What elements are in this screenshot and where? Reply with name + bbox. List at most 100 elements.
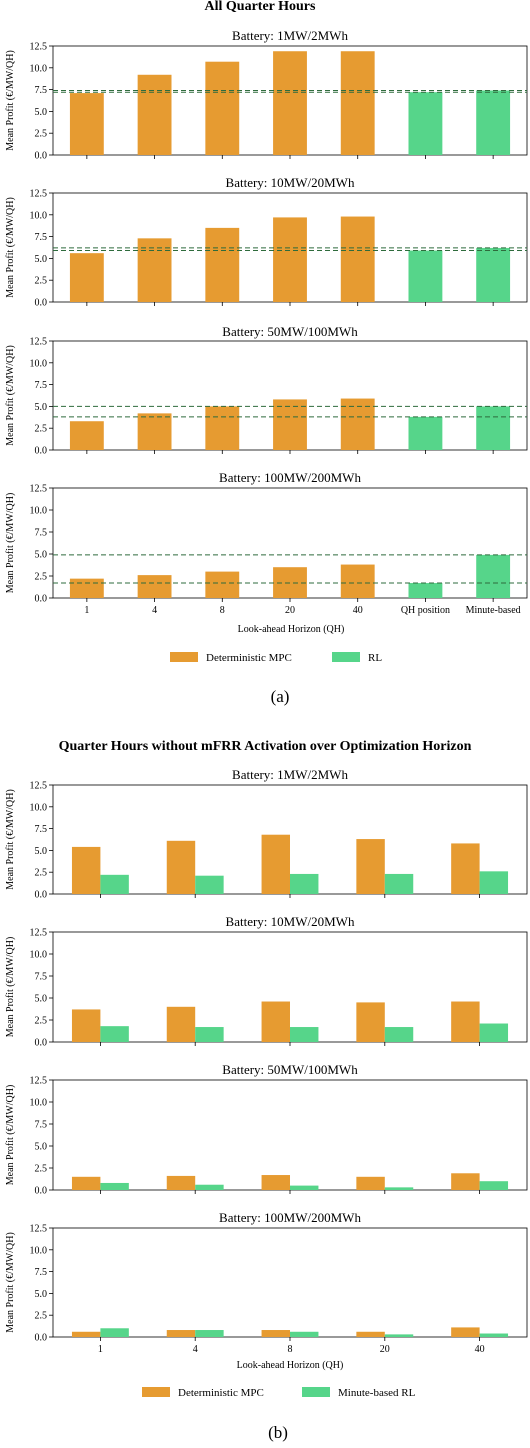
figure-b-panel-1-title: Battery: 1MW/2MWh — [232, 767, 348, 782]
x-tick-label: 20 — [285, 605, 295, 616]
bar-mpc-8 — [261, 1175, 290, 1190]
legend-a-rl-swatch — [332, 652, 360, 662]
y-tick-label: 0.0 — [35, 151, 48, 162]
y-tick-label: 2.5 — [35, 1164, 48, 1175]
bar-mpc-4 — [137, 238, 172, 302]
x-tick-label: 8 — [220, 605, 225, 616]
bar-mpc-40 — [451, 843, 480, 894]
y-tick-label: 0.0 — [35, 890, 48, 901]
bar-mpc-8 — [205, 406, 240, 450]
y-tick-label: 0.0 — [35, 298, 48, 309]
bar-mpc-40 — [340, 216, 375, 302]
legend-b-mpc-label: Deterministic MPC — [178, 1387, 264, 1399]
figure-a-xlabel: Look-ahead Horizon (QH) — [238, 624, 345, 635]
figure-a-title: All Quarter Hours — [205, 0, 317, 14]
y-tick-label: 2.5 — [35, 1311, 48, 1322]
y-tick-label: 2.5 — [35, 1016, 48, 1027]
bar-mpc-40 — [340, 564, 375, 598]
bar-mpc-40 — [451, 1001, 480, 1042]
y-axis-label: Mean Profit (€/MW/QH) — [5, 50, 16, 151]
y-tick-label: 0.0 — [35, 594, 48, 605]
x-tick-label: 8 — [288, 1344, 293, 1355]
x-tick-label: QH position — [401, 605, 450, 616]
y-tick-label: 5.0 — [35, 1289, 48, 1300]
figure-b-panel-3: Battery: 50MW/100MWh 0.0 2.5 5.0 7.5 10.0 12.5… — [5, 1062, 528, 1197]
legend-a-mpc-swatch — [170, 652, 198, 662]
y-tick-label: 12.5 — [30, 337, 48, 348]
figure-a-panel-3-title: Battery: 50MW/100MWh — [222, 324, 358, 339]
bar-mpc-8 — [205, 61, 240, 155]
legend-a-mpc-label: Deterministic MPC — [206, 652, 292, 664]
figure-a-caption: (a) — [271, 687, 290, 706]
bar-mpc-40 — [340, 51, 375, 156]
bar-rl-qh-position — [408, 416, 443, 450]
y-axis-label: Mean Profit (€/MW/QH) — [5, 493, 16, 594]
legend-b-mpc-swatch — [142, 1387, 170, 1397]
bar-rl-qh-position — [408, 250, 443, 302]
y-tick-label: 10.0 — [30, 63, 48, 74]
y-tick-label: 7.5 — [35, 972, 48, 983]
y-tick-label: 0.0 — [35, 1333, 48, 1344]
legend-b-rl-swatch — [302, 1387, 330, 1397]
y-tick-label: 5.0 — [35, 402, 48, 413]
figure-a-panel-2-title: Battery: 10MW/20MWh — [226, 175, 355, 190]
figure-a-legend: Deterministic MPC RL — [170, 652, 382, 664]
bar-mpc-4 — [166, 1330, 196, 1337]
bar-rl-minute-based — [476, 554, 511, 598]
y-tick-label: 12.5 — [30, 484, 48, 495]
bar-mpc-1 — [71, 1009, 101, 1042]
y-axis-label: Mean Profit (€/MW/QH) — [5, 789, 16, 890]
x-tick-label: 1 — [84, 605, 89, 616]
y-tick-label: 7.5 — [35, 85, 48, 96]
bar-mpc-8 — [205, 227, 240, 302]
figure-a-panel-1-title: Battery: 1MW/2MWh — [232, 28, 348, 43]
y-tick-label: 5.0 — [35, 107, 48, 118]
y-axis-label: Mean Profit (€/MW/QH) — [5, 937, 16, 1038]
x-tick-label: 4 — [193, 1344, 198, 1355]
bar-mpc-20 — [356, 839, 385, 894]
y-tick-label: 12.5 — [30, 189, 48, 200]
bar-rl-8 — [290, 873, 319, 894]
figure-a-panel-4-title: Battery: 100MW/200MWh — [219, 470, 361, 485]
bar-rl-1 — [100, 1328, 129, 1337]
bar-mpc-4 — [137, 575, 172, 598]
figure-a-panel-2: Battery: 10MW/20MWh 0.0 2.5 5.0 7.5 10.0 12.5 M… — [5, 175, 528, 309]
bar-rl-qh-position — [408, 583, 443, 598]
figure-b-legend: Deterministic MPC Minute-based RL — [142, 1387, 416, 1399]
x-tick-label: 40 — [353, 605, 363, 616]
y-tick-label: 12.5 — [30, 42, 48, 53]
y-tick-label: 2.5 — [35, 276, 48, 287]
bar-mpc-1 — [69, 578, 104, 598]
bar-mpc-20 — [273, 399, 307, 450]
x-tick-label: 40 — [475, 1344, 485, 1355]
y-tick-label: 10.0 — [30, 950, 48, 961]
x-tick-label: Minute-based — [466, 605, 521, 616]
bar-rl-minute-based — [476, 90, 511, 155]
y-tick-label: 2.5 — [35, 868, 48, 879]
bar-mpc-20 — [356, 1176, 385, 1190]
bar-mpc-8 — [261, 1001, 290, 1042]
y-tick-label: 7.5 — [35, 824, 48, 835]
bar-rl-1 — [100, 874, 129, 894]
y-axis-label: Mean Profit (€/MW/QH) — [5, 345, 16, 446]
bar-mpc-4 — [166, 1175, 196, 1190]
bar-rl-8 — [290, 1185, 319, 1190]
bar-rl-minute-based — [476, 406, 511, 450]
y-tick-label: 12.5 — [30, 781, 48, 792]
figure-b-xlabel: Look-ahead Horizon (QH) — [237, 1360, 344, 1371]
bar-mpc-40 — [340, 398, 375, 450]
figure-b-panel-2-title: Battery: 10MW/20MWh — [226, 914, 355, 929]
bar-rl-qh-position — [408, 92, 443, 155]
bar-mpc-40 — [451, 1173, 480, 1190]
y-tick-label: 5.0 — [35, 1142, 48, 1153]
bar-rl-4 — [195, 1330, 224, 1337]
bar-mpc-1 — [71, 846, 101, 894]
y-tick-label: 12.5 — [30, 1224, 48, 1235]
bar-mpc-20 — [273, 51, 307, 156]
figure-b-panel-1: Battery: 1MW/2MWh 0.0 2.5 5.0 7.5 10.0 12.5 Mea… — [5, 767, 528, 901]
chart-panels: Battery: 1MW/2MWh0.02.55.07.510.012.5Mea… — [5, 28, 528, 1355]
y-axis-label: Mean Profit (€/MW/QH) — [5, 1085, 16, 1186]
bar-rl-1 — [100, 1026, 129, 1042]
bar-mpc-20 — [273, 217, 307, 302]
